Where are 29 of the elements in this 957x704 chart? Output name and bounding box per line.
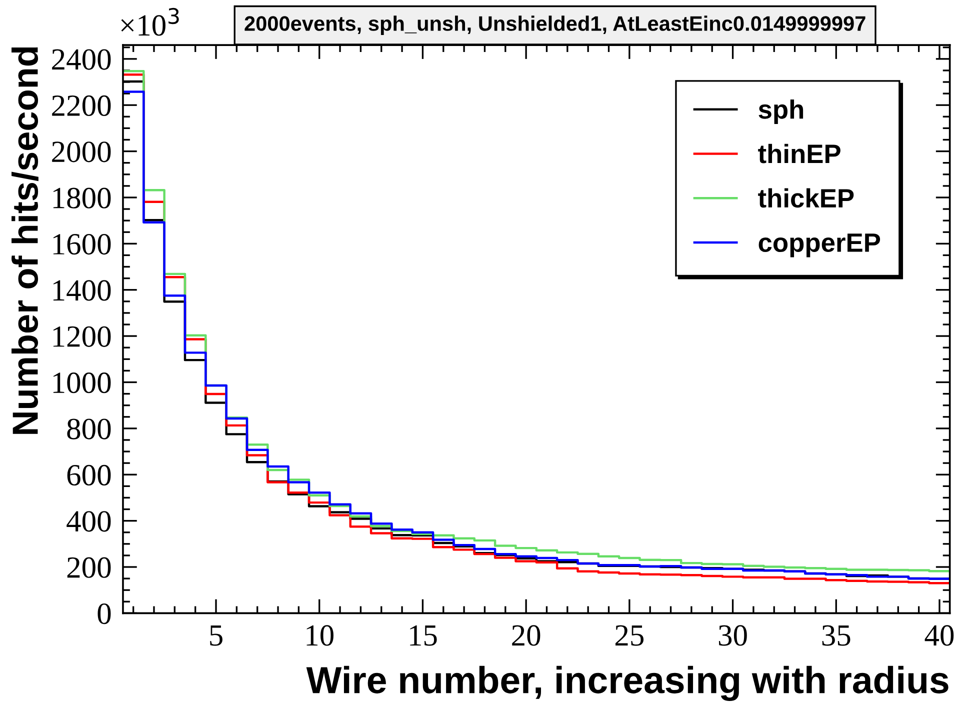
y-tick-label: 2000 (52, 142, 111, 162)
legend-label: thickEP (758, 188, 854, 208)
y-tick-label: 800 (67, 418, 111, 440)
y-tick-label: 600 (67, 464, 111, 486)
y-tick-label: 0 (98, 603, 111, 624)
y-tick-label: 400 (66, 511, 111, 532)
y-tick-label: 1000 (53, 372, 111, 394)
legend-label: thinEP (758, 144, 840, 164)
x-tick-label: 40 (924, 625, 954, 646)
x-tick-label: 5 (210, 625, 222, 646)
y-axis-title: Number of hits/second (12, 47, 38, 434)
x-tick-label: 30 (718, 625, 747, 646)
y-tick-label: 1800 (53, 188, 111, 208)
legend-label: copperEP (758, 234, 880, 258)
x-axis-title: Wire number, increasing with radius (306, 666, 948, 702)
x-tick-label: 15 (410, 625, 437, 646)
text: ×10$^{3}$ (121, 8, 179, 36)
x-tick-label: 10 (306, 625, 334, 646)
y-tick-label: 1400 (53, 280, 111, 301)
x-tick-label: 35 (822, 625, 850, 646)
x-tick-label: 20 (512, 625, 540, 646)
y-tick-label: 1200 (53, 326, 111, 347)
chart-title: 2000events, sph_unsh, Unshielded1, AtLeastEinc0.0149999997 (244, 16, 866, 36)
x-tick-label: 25 (615, 625, 644, 646)
y-tick-label: 200 (67, 557, 111, 578)
y-tick-label: 2400 (52, 49, 111, 70)
y-tick-label: 2200 (52, 95, 111, 116)
legend-label: sph (758, 99, 804, 124)
y-tick-label: 1600 (53, 234, 111, 255)
